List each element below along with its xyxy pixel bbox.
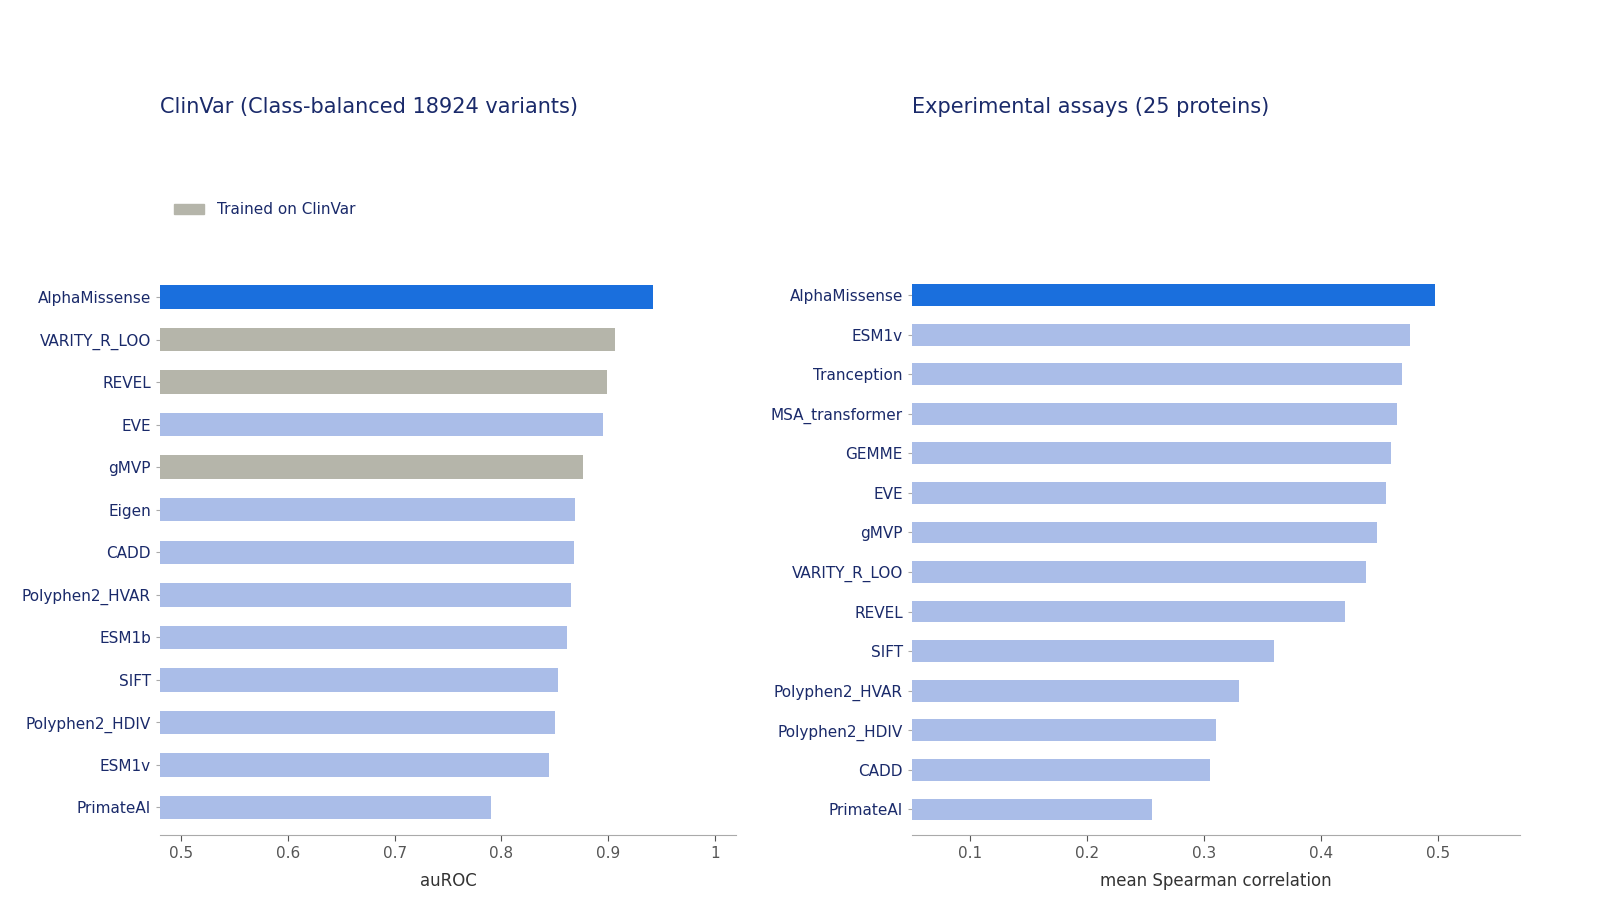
X-axis label: mean Spearman correlation: mean Spearman correlation	[1101, 872, 1331, 890]
Bar	[0, 796, 491, 819]
Bar	[853, 482, 1386, 504]
Bar	[853, 798, 1152, 820]
Bar	[853, 403, 1397, 425]
Bar	[0, 286, 653, 309]
Bar	[853, 364, 1402, 385]
Bar	[853, 324, 1410, 346]
Bar	[0, 710, 555, 735]
Bar	[0, 413, 603, 436]
Legend: Trained on ClinVar: Trained on ClinVar	[168, 197, 362, 224]
Bar	[853, 719, 1216, 741]
Bar	[0, 328, 616, 351]
Bar	[0, 498, 574, 522]
Bar	[0, 668, 558, 691]
Bar	[853, 680, 1240, 701]
Bar	[853, 522, 1378, 543]
Text: Experimental assays (25 proteins): Experimental assays (25 proteins)	[912, 97, 1269, 117]
Bar	[0, 371, 606, 394]
Bar	[0, 455, 584, 479]
Bar	[853, 640, 1275, 662]
Bar	[853, 561, 1366, 583]
X-axis label: auROC: auROC	[419, 872, 477, 890]
Bar	[0, 626, 568, 649]
Bar	[0, 753, 549, 777]
Bar	[0, 541, 574, 564]
Bar	[853, 759, 1210, 780]
Bar	[853, 285, 1435, 306]
Bar	[0, 583, 571, 606]
Bar	[853, 443, 1392, 464]
Text: ClinVar (Class-balanced 18924 variants): ClinVar (Class-balanced 18924 variants)	[160, 97, 578, 117]
Bar	[853, 601, 1344, 622]
